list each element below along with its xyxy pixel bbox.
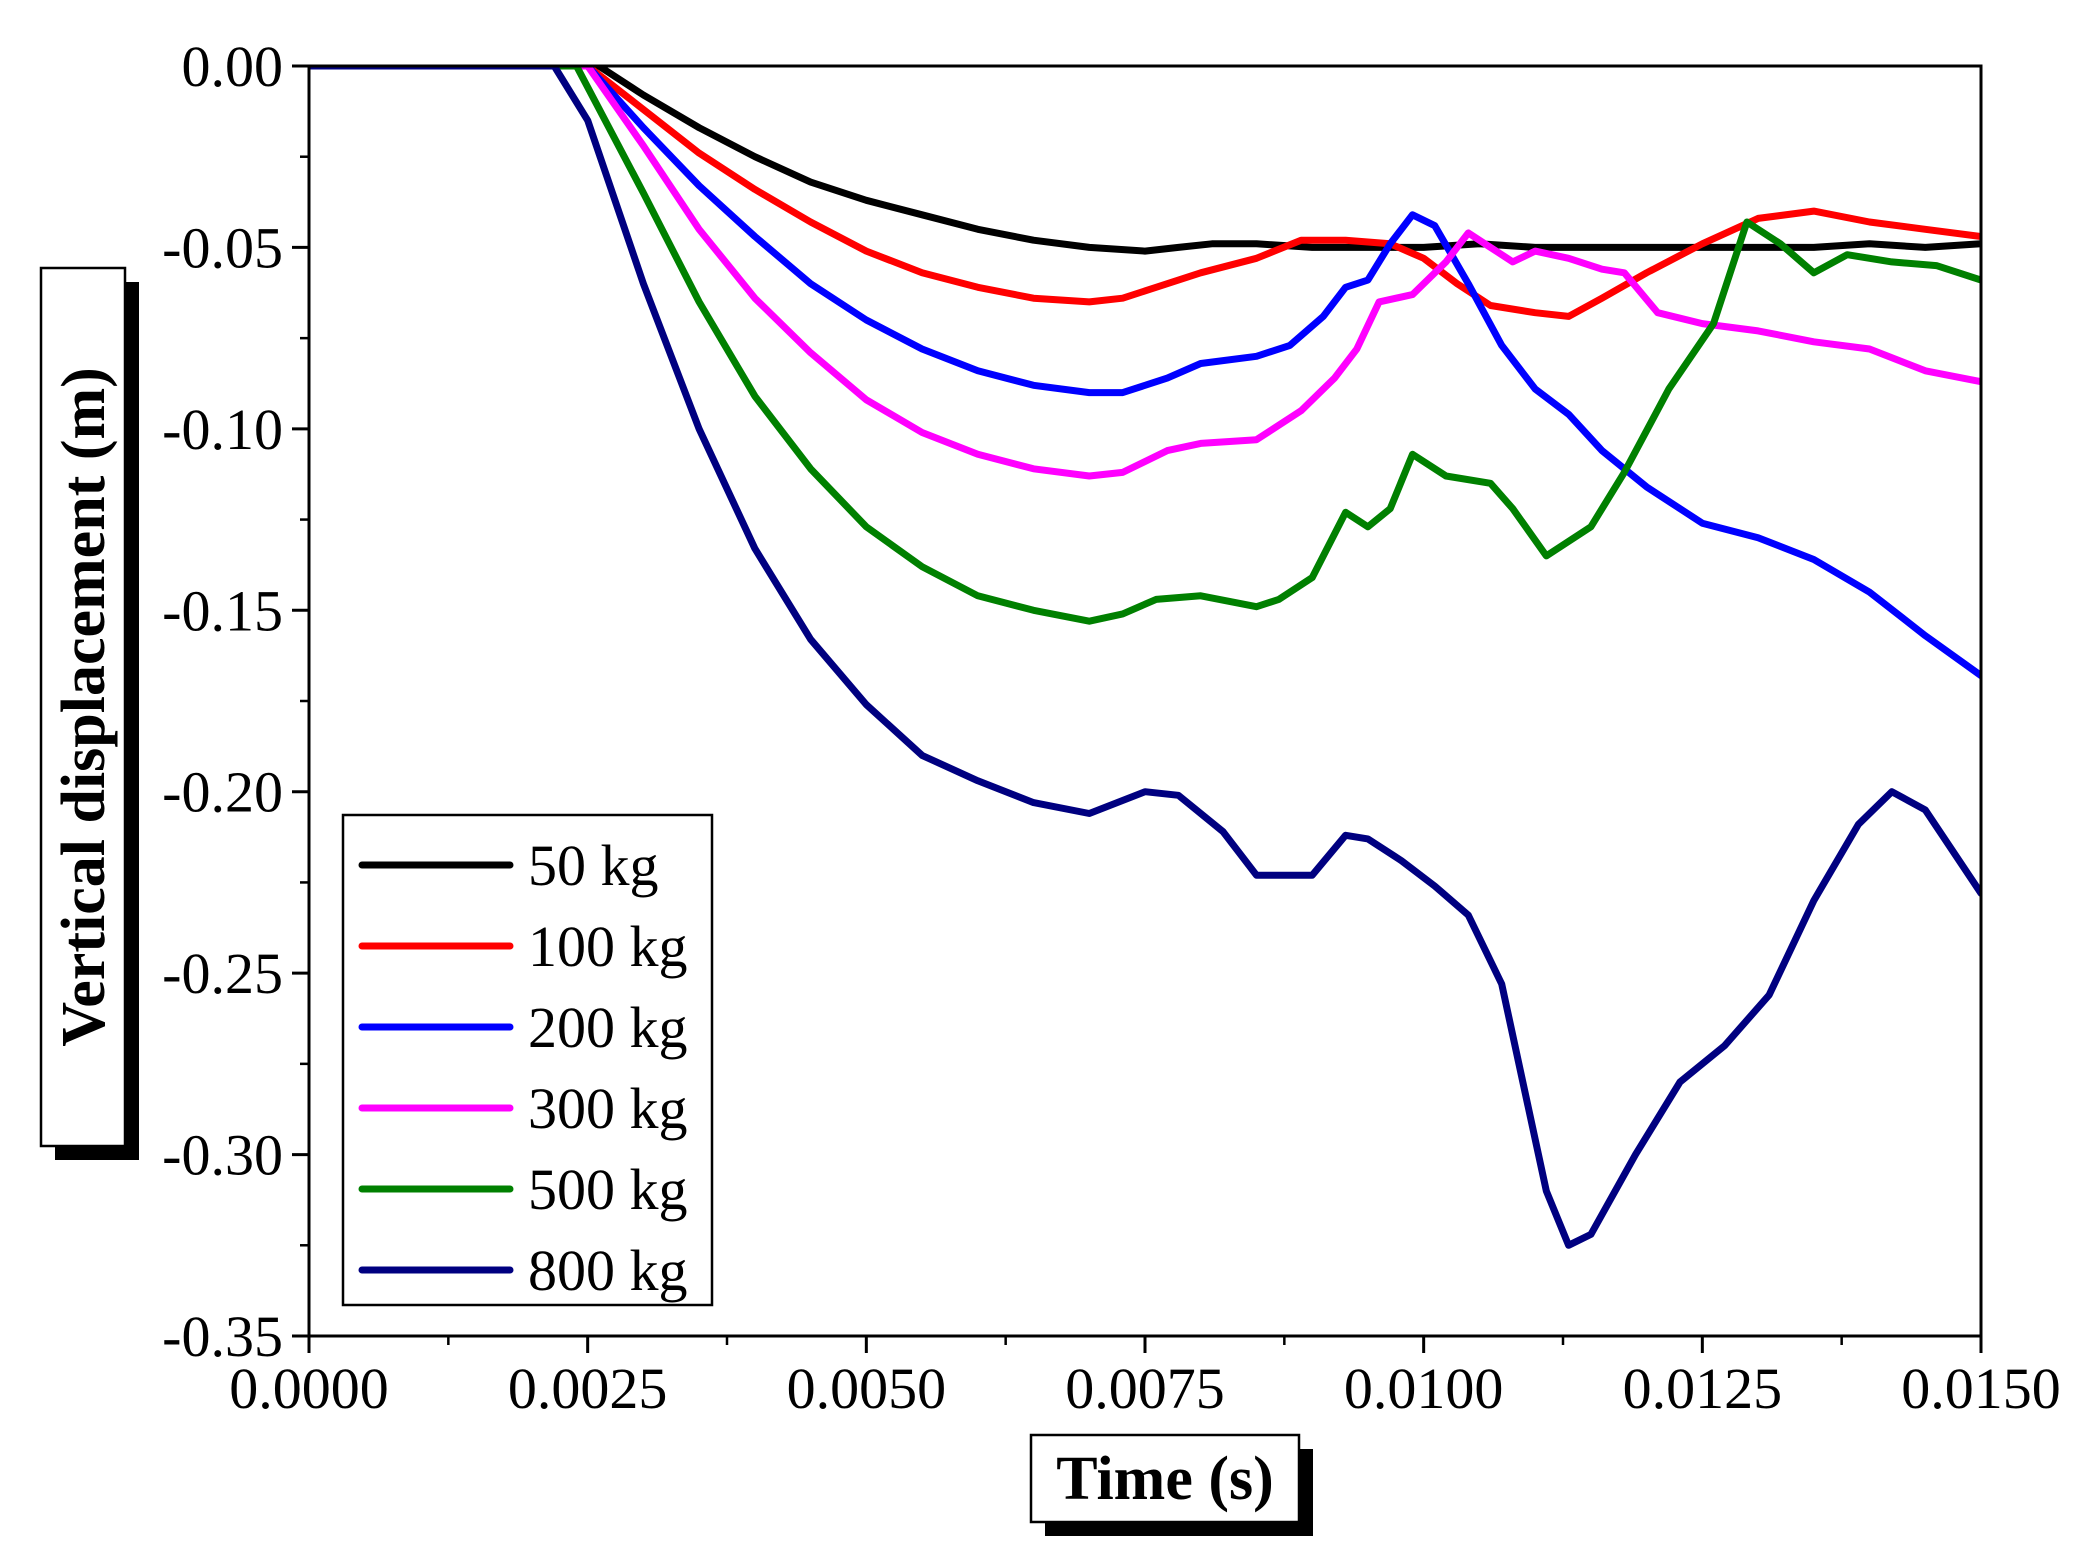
y-tick-label: -0.15 [162, 578, 283, 643]
y-tick-label: -0.25 [162, 941, 283, 1006]
x-tick-label: 0.0100 [1344, 1356, 1504, 1421]
x-axis-title: Time (s) [1056, 1445, 1274, 1513]
legend-entries: 50 kg 100 kg 200 kg 300 kg 500 kg 800 kg [358, 833, 688, 1303]
x-axis-title-group: Time (s) [1029, 1433, 1313, 1536]
series-line-800-kg [309, 66, 1981, 1249]
x-tick-label: 0.0075 [1065, 1356, 1225, 1421]
series-line-50-kg [309, 66, 1981, 255]
legend-label: 800 kg [528, 1238, 688, 1303]
y-axis-title-group: Vertical displacement (m) [39, 266, 139, 1160]
y-tick-label: -0.05 [162, 215, 283, 280]
y-tick-label: -0.20 [162, 760, 283, 825]
x-tick-label: 0.0125 [1623, 1356, 1783, 1421]
series-line-300-kg [309, 66, 1981, 480]
legend: 50 kg 100 kg 200 kg 300 kg 500 kg 800 kg [341, 813, 714, 1307]
legend-label: 50 kg [528, 833, 659, 898]
x-axis-title-box [1029, 1433, 1301, 1524]
y-tick-label: -0.35 [162, 1304, 283, 1369]
x-tick-label: 0.0050 [787, 1356, 947, 1421]
plot-frame [307, 64, 1983, 1338]
y-tick-label: 0.00 [182, 34, 284, 99]
series-lines [309, 66, 1981, 1249]
x-tick-label: 0.0150 [1901, 1356, 2061, 1421]
x-tick-label: 0.0025 [508, 1356, 668, 1421]
x-tick-label: 0.0000 [229, 1356, 389, 1421]
legend-box [341, 813, 714, 1307]
y-tick-label: -0.10 [162, 397, 283, 462]
legend-label: 100 kg [528, 914, 688, 979]
legend-label: 200 kg [528, 995, 688, 1060]
y-tick-label: -0.30 [162, 1123, 283, 1188]
series-line-100-kg [309, 66, 1981, 320]
y-axis-title-box [39, 266, 127, 1148]
axis-tick-labels: 0.0000 0.0025 0.0050 0.0075 0.0100 0.0125 0.01… [162, 34, 2061, 1421]
series-line-500-kg [309, 66, 1981, 625]
series-line-200-kg [309, 66, 1981, 680]
legend-label: 300 kg [528, 1076, 688, 1141]
y-axis-title: Vertical displacement (m) [50, 367, 118, 1047]
legend-label: 500 kg [528, 1157, 688, 1222]
